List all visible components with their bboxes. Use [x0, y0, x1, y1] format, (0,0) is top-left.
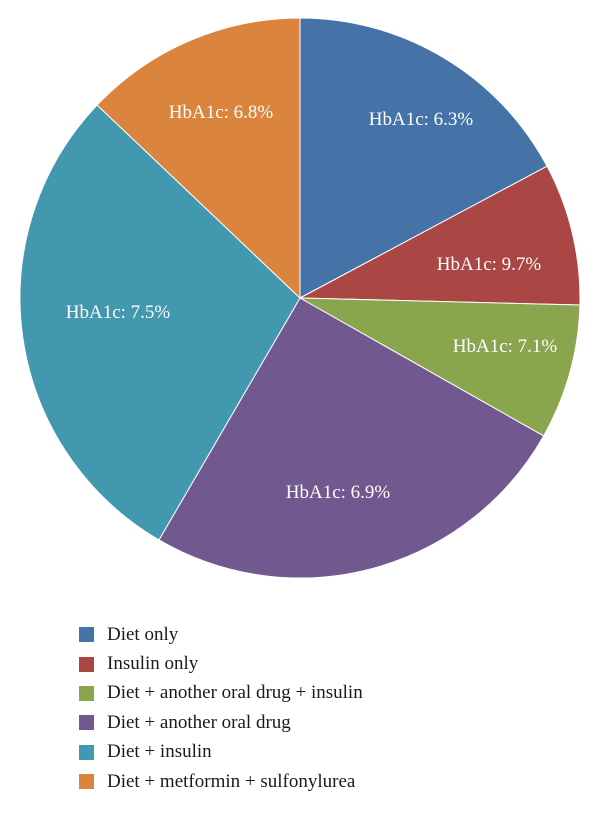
- pie-slice-6: [96, 17, 301, 300]
- pie-slice-5: [19, 104, 301, 541]
- legend-item-4: Diet + another oral drug: [79, 708, 363, 737]
- legend-swatch: [79, 656, 94, 672]
- legend-item-5: Diet + insulin: [79, 738, 363, 767]
- slice-data-label-3: HbA1c: 7.1%: [453, 336, 558, 357]
- legend-swatch: [79, 774, 94, 790]
- pie-slice-3: [299, 297, 581, 437]
- legend-label: Diet + metformin + sulfonylurea: [107, 770, 356, 792]
- pie-chart: HbA1c: 6.3% HbA1c: 9.7% HbA1c: 7.1% HbA1c: …: [19, 17, 581, 579]
- pie-slice-labels: HbA1c: 6.3% HbA1c: 9.7% HbA1c: 7.1% HbA1c: …: [66, 102, 558, 503]
- pie-slice-1: [299, 17, 548, 299]
- pie-slice-2: [298, 165, 581, 306]
- legend-label: Diet only: [107, 623, 179, 645]
- slice-data-label-4: HbA1c: 6.9%: [286, 482, 391, 503]
- legend-item-1: Diet only: [79, 620, 363, 649]
- legend-item-3: Diet + another oral drug + insulin: [79, 679, 363, 708]
- legend-item-6: Diet + metformin + sulfonylurea: [79, 767, 363, 796]
- legend-swatch: [79, 685, 94, 701]
- legend-label: Diet + another oral drug: [107, 711, 291, 733]
- legend-swatch: [79, 715, 94, 731]
- slice-data-label-5: HbA1c: 7.5%: [66, 302, 171, 323]
- pie-slice-4: [158, 297, 545, 579]
- legend-label: Diet + insulin: [107, 741, 212, 763]
- pie-slices: [19, 17, 581, 579]
- legend-item-2: Insulin only: [79, 649, 363, 678]
- slice-data-label-1: HbA1c: 6.3%: [369, 109, 474, 130]
- legend-label: Insulin only: [107, 653, 199, 675]
- legend-swatch: [79, 627, 94, 643]
- slice-data-label-2: HbA1c: 9.7%: [437, 254, 542, 275]
- legend-label: Diet + another oral drug + insulin: [107, 682, 363, 704]
- legend-swatch: [79, 744, 94, 760]
- legend: Diet only Insulin only Diet + another oral…: [79, 620, 363, 796]
- slice-data-label-6: HbA1c: 6.8%: [169, 102, 274, 123]
